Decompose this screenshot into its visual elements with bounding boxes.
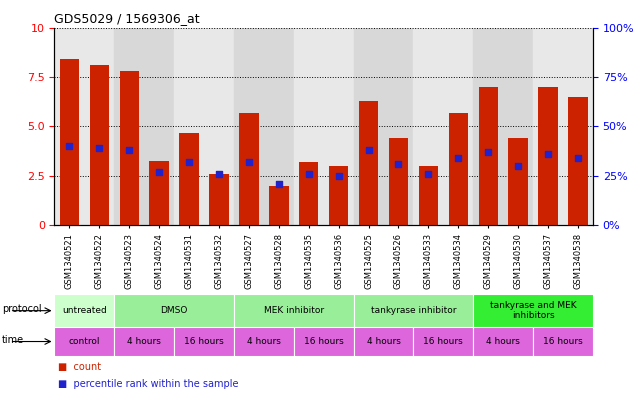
Bar — [54, 294, 114, 327]
Bar — [174, 28, 204, 225]
Text: untreated: untreated — [62, 306, 107, 315]
Bar — [204, 28, 234, 225]
Point — [214, 171, 224, 177]
Text: protocol: protocol — [2, 304, 42, 314]
Point — [64, 143, 74, 149]
Text: control: control — [69, 337, 100, 346]
Bar — [114, 294, 234, 327]
Point — [124, 147, 135, 153]
Bar — [234, 28, 264, 225]
Point — [394, 161, 404, 167]
Point — [94, 145, 104, 151]
Bar — [179, 133, 199, 225]
Bar — [413, 327, 473, 356]
Point — [513, 163, 523, 169]
Bar — [174, 327, 234, 356]
Bar — [449, 112, 468, 225]
Bar — [90, 65, 109, 225]
Point — [184, 159, 194, 165]
Point — [154, 169, 164, 175]
Text: 4 hours: 4 hours — [247, 337, 281, 346]
Bar — [383, 28, 413, 225]
Bar — [354, 28, 383, 225]
Bar — [324, 28, 354, 225]
Bar — [388, 138, 408, 225]
Point — [453, 155, 463, 161]
Bar — [329, 166, 349, 225]
Bar — [60, 59, 79, 225]
Text: tankyrase and MEK
inhibitors: tankyrase and MEK inhibitors — [490, 301, 576, 320]
Point — [573, 155, 583, 161]
Bar — [569, 97, 588, 225]
Bar — [563, 28, 593, 225]
Text: 4 hours: 4 hours — [487, 337, 520, 346]
Text: ■  percentile rank within the sample: ■ percentile rank within the sample — [58, 379, 238, 389]
Point — [423, 171, 433, 177]
Bar — [473, 294, 593, 327]
Bar — [294, 28, 324, 225]
Point — [333, 173, 344, 179]
Bar — [85, 28, 114, 225]
Point — [244, 159, 254, 165]
Bar — [473, 28, 503, 225]
Bar — [299, 162, 319, 225]
Bar — [419, 166, 438, 225]
Text: time: time — [2, 335, 24, 345]
Bar — [533, 28, 563, 225]
Point — [543, 151, 553, 157]
Bar — [354, 294, 473, 327]
Bar — [413, 28, 444, 225]
Point — [363, 147, 374, 153]
Text: 16 hours: 16 hours — [424, 337, 463, 346]
Text: DMSO: DMSO — [160, 306, 188, 315]
Text: 16 hours: 16 hours — [304, 337, 344, 346]
Bar — [114, 28, 144, 225]
Bar — [473, 327, 533, 356]
Bar — [538, 87, 558, 225]
Bar — [120, 71, 139, 225]
Bar — [144, 28, 174, 225]
Bar — [234, 327, 294, 356]
Bar — [149, 161, 169, 225]
Text: 4 hours: 4 hours — [128, 337, 161, 346]
Bar — [478, 87, 498, 225]
Text: 4 hours: 4 hours — [367, 337, 401, 346]
Point — [274, 180, 284, 187]
Bar — [533, 327, 593, 356]
Bar — [503, 28, 533, 225]
Bar — [264, 28, 294, 225]
Bar — [54, 327, 114, 356]
Text: 16 hours: 16 hours — [184, 337, 224, 346]
Bar — [444, 28, 473, 225]
Point — [483, 149, 494, 155]
Bar — [54, 28, 85, 225]
Bar — [239, 112, 259, 225]
Bar — [114, 327, 174, 356]
Bar — [294, 327, 354, 356]
Bar — [269, 185, 288, 225]
Text: MEK inhibitor: MEK inhibitor — [263, 306, 324, 315]
Bar — [354, 327, 413, 356]
Text: tankyrase inhibitor: tankyrase inhibitor — [370, 306, 456, 315]
Bar — [359, 101, 378, 225]
Text: GDS5029 / 1569306_at: GDS5029 / 1569306_at — [54, 12, 200, 25]
Point — [304, 171, 314, 177]
Bar — [508, 138, 528, 225]
Bar — [234, 294, 354, 327]
Text: ■  count: ■ count — [58, 362, 101, 372]
Text: 16 hours: 16 hours — [543, 337, 583, 346]
Bar — [209, 174, 229, 225]
